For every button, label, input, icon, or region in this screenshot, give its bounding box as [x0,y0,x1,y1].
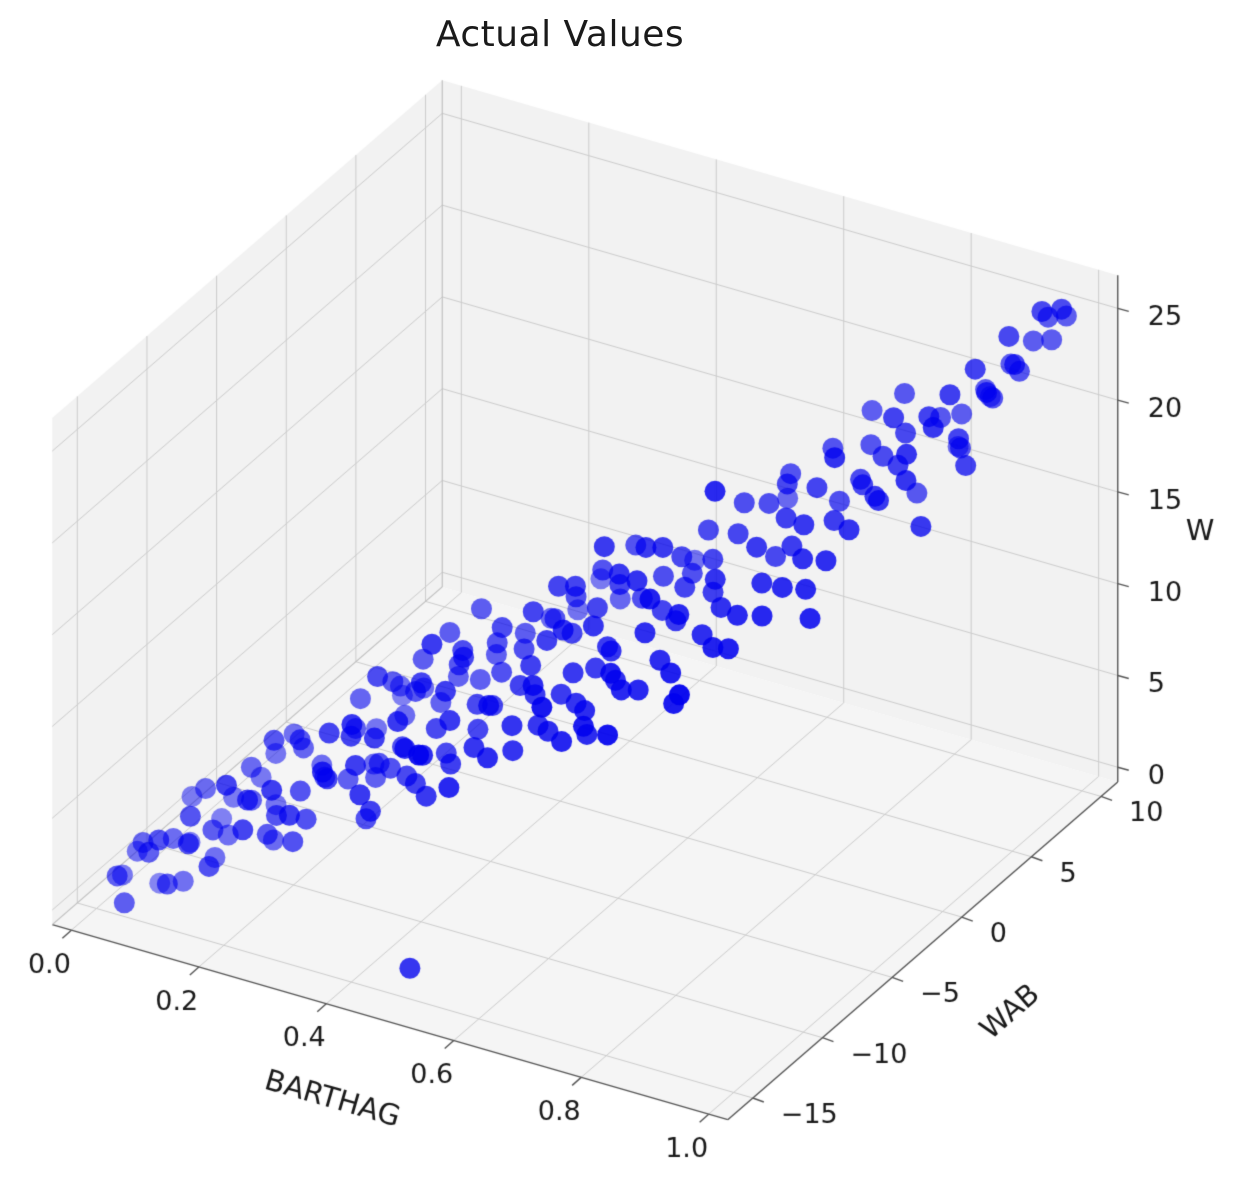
chart-title: Actual Values [435,14,685,55]
